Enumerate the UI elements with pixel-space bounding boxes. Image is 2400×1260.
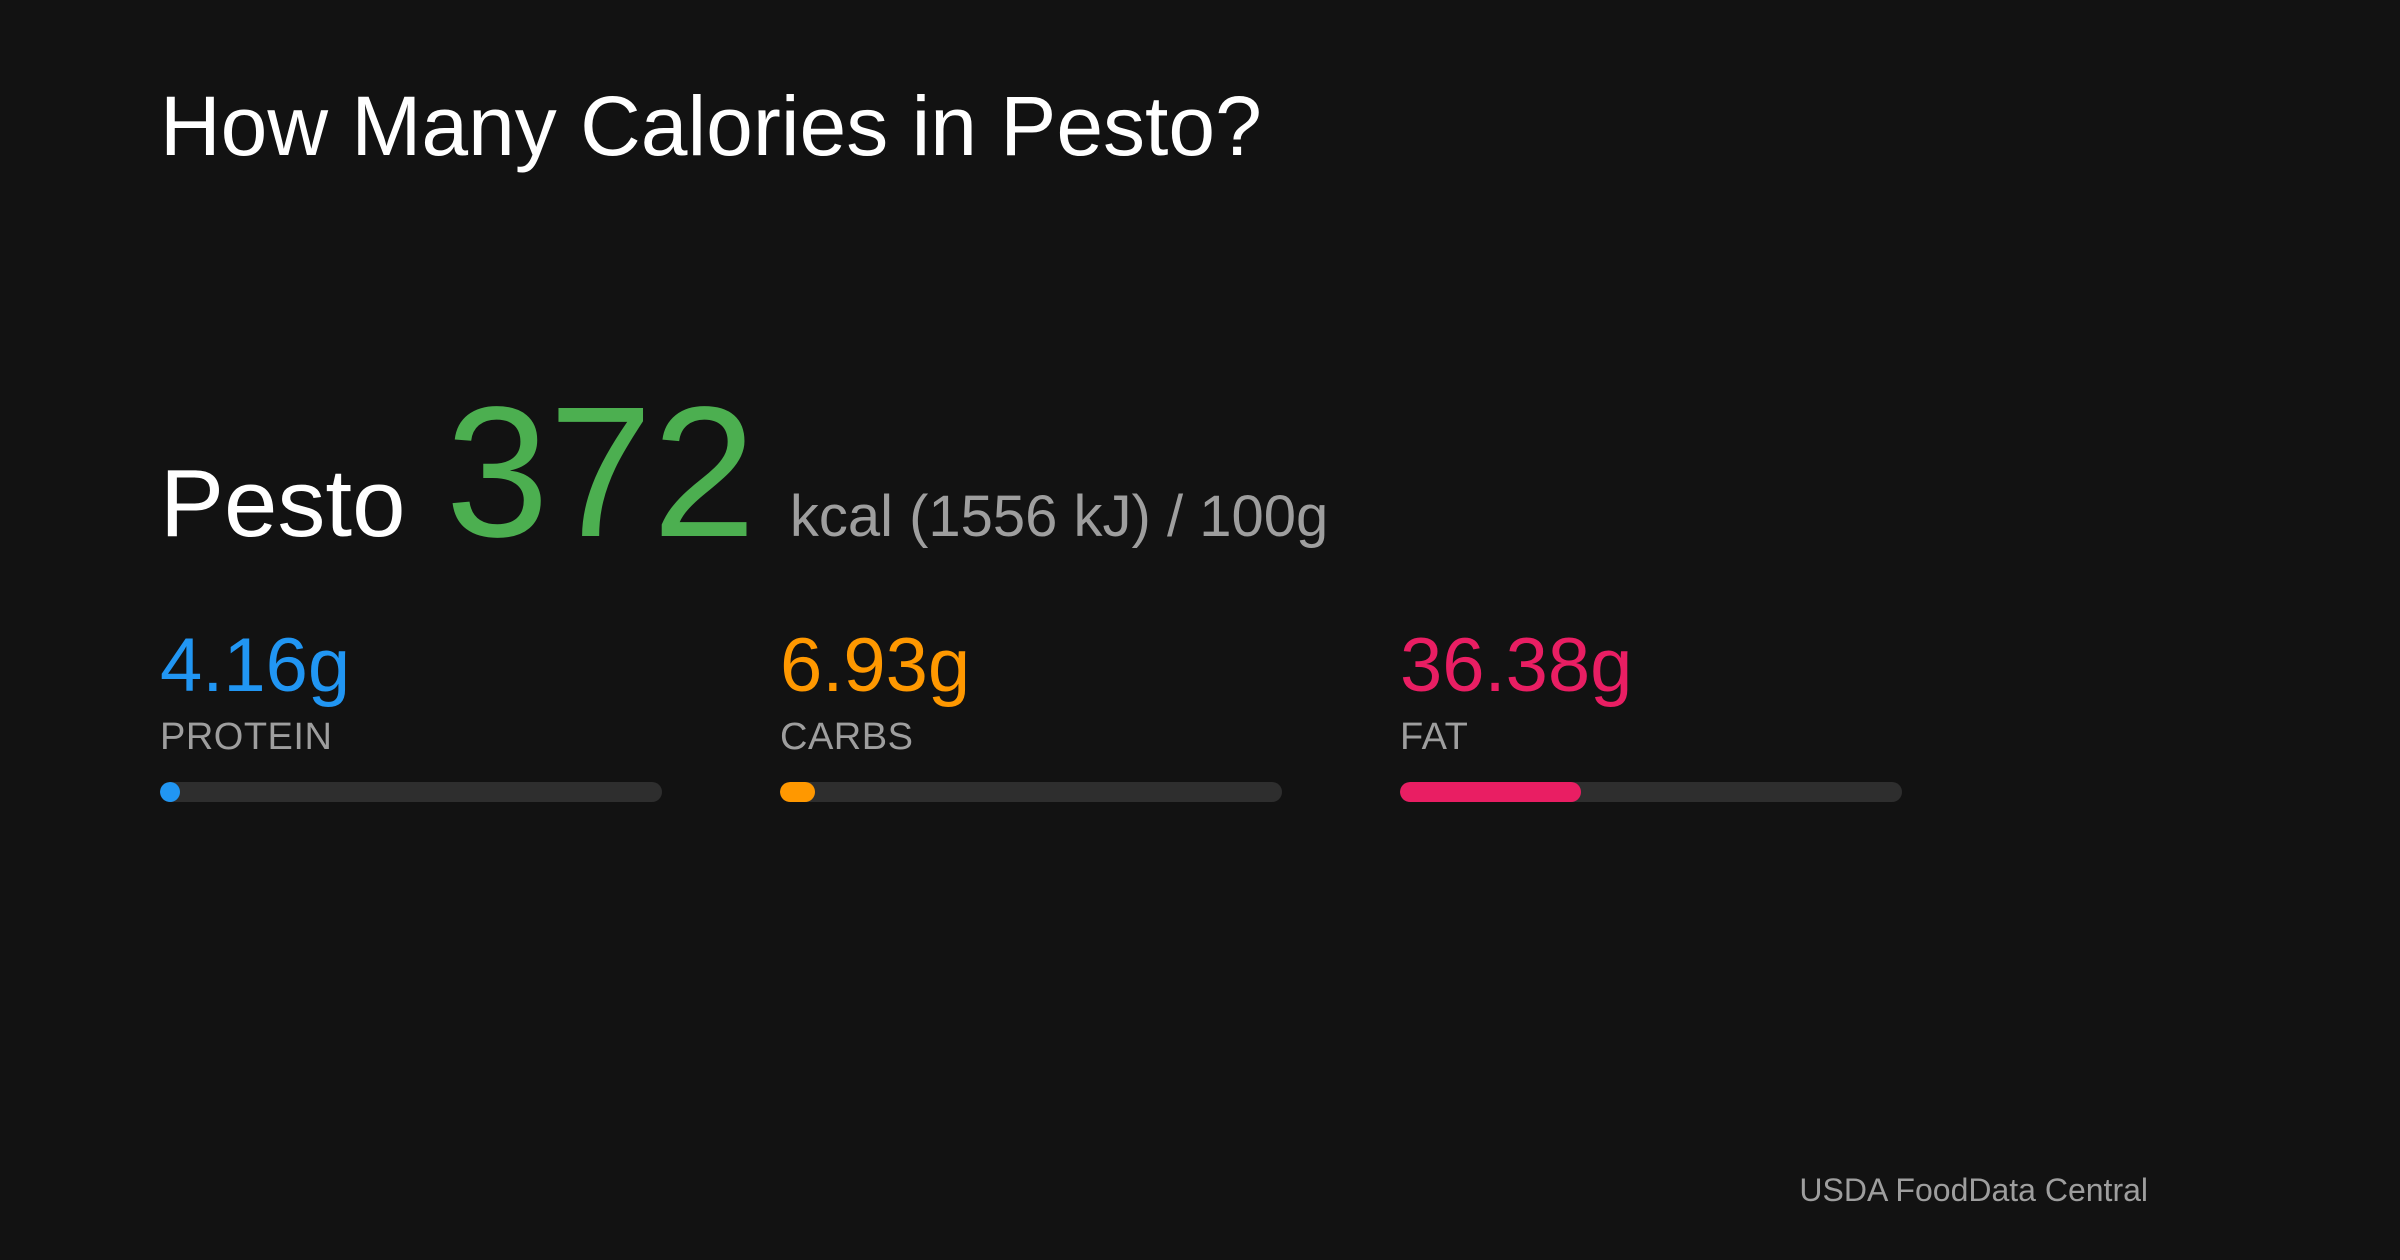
- protein-value: 4.16g: [160, 623, 351, 708]
- protein-label: PROTEIN: [160, 716, 333, 758]
- protein-bar-track: [160, 782, 662, 802]
- carbs-label: CARBS: [780, 716, 914, 758]
- fat-value: 36.38g: [1400, 623, 1633, 708]
- fat-label: FAT: [1400, 716, 1469, 758]
- macro-fat: 36.38g FAT: [1400, 628, 1902, 802]
- macro-carbs: 6.93g CARBS: [780, 628, 1282, 802]
- calorie-unit: kcal (1556 kJ) / 100g: [789, 484, 1329, 549]
- calorie-value: 372: [445, 369, 756, 576]
- macro-protein: 4.16g PROTEIN: [160, 628, 662, 802]
- calorie-summary: Pesto 372 kcal (1556 kJ) / 100g: [160, 380, 1329, 566]
- food-name: Pesto: [160, 450, 406, 557]
- source-credit: USDA FoodData Central: [1799, 1172, 2148, 1208]
- carbs-bar-track: [780, 782, 1282, 802]
- carbs-bar-fill: [780, 782, 816, 802]
- fat-bar-track: [1400, 782, 1902, 802]
- carbs-value: 6.93g: [780, 623, 971, 708]
- page-title: How Many Calories in Pesto?: [160, 79, 1262, 173]
- fat-bar-fill: [1400, 782, 1581, 802]
- protein-bar-fill: [160, 782, 181, 802]
